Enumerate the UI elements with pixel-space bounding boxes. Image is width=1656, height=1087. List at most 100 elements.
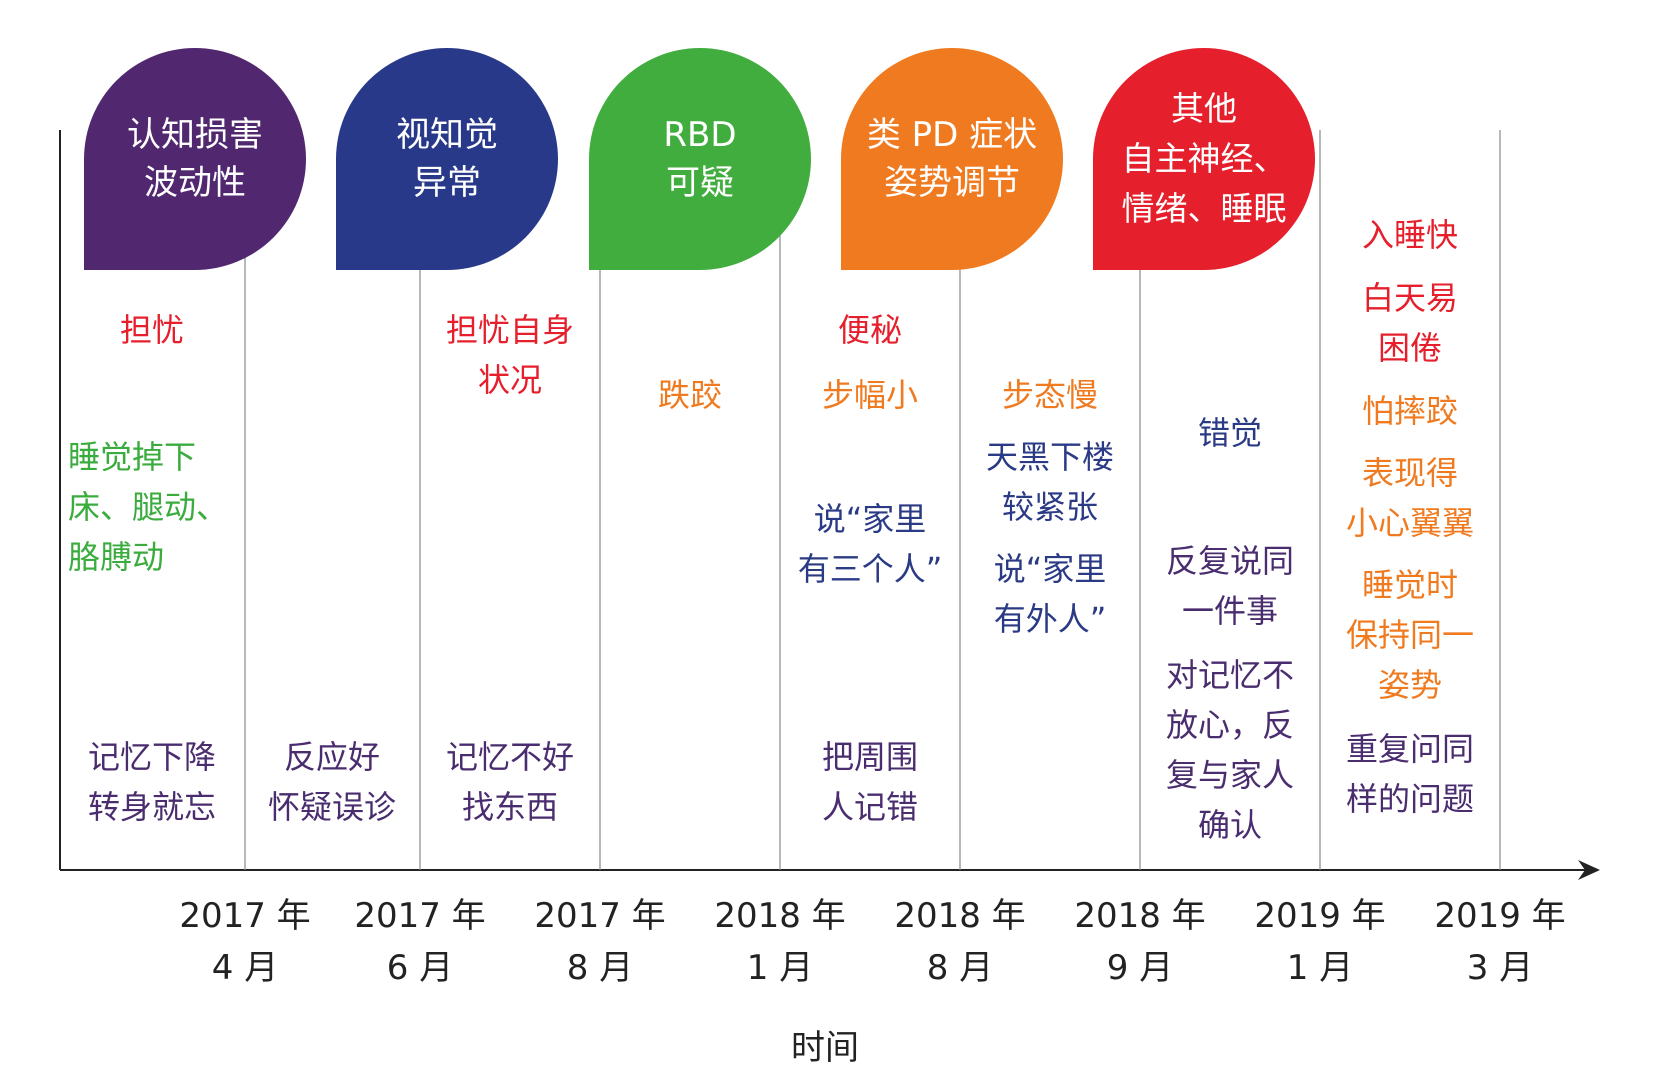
note-misremember-line-1: 把周围 <box>821 738 918 776</box>
note-fast-sleep-line-1: 入睡快 <box>1361 216 1458 254</box>
note-good-response-line-2: 怀疑误诊 <box>267 788 396 826</box>
note-same-posture-line-3: 姿势 <box>1377 666 1442 704</box>
badge-pd-line-1: 类 PD 症状 <box>866 115 1038 155</box>
badge-cognitive: 认知损害 波动性 <box>84 48 306 270</box>
note-repeat-question-line-1: 重复问同 <box>1345 730 1474 768</box>
note-stumble-line-1: 跌跤 <box>657 376 722 414</box>
date-month-6: 9 月 <box>1106 948 1174 988</box>
date-label-2: 2017 年 6 月 <box>340 890 500 994</box>
badge-rbd-line-1: RBD <box>663 115 737 155</box>
date-label-1: 2017 年 4 月 <box>165 890 325 994</box>
note-outsider-line-2: 有外人” <box>993 600 1107 638</box>
note-memory-decline-line-1: 记忆下降 <box>87 738 216 776</box>
note-cautious-line-1: 表现得 <box>1361 454 1458 492</box>
note-distrust-memory-line-3: 复与家人 <box>1165 756 1294 794</box>
date-label-7: 2019 年 1 月 <box>1240 890 1400 994</box>
badge-pd-line-2: 姿势调节 <box>884 163 1020 203</box>
badge-other-line-3: 情绪、睡眠 <box>1121 189 1287 228</box>
date-year-8: 2019 年 <box>1434 896 1566 936</box>
note-distrust-memory-line-4: 确认 <box>1197 806 1262 844</box>
note-illusion-line-1: 错觉 <box>1197 414 1262 452</box>
note-distrust-memory-line-2: 放心，反 <box>1165 706 1294 744</box>
date-label-8: 2019 年 3 月 <box>1420 890 1580 994</box>
date-year-2: 2017 年 <box>354 896 486 936</box>
date-year-1: 2017 年 <box>179 896 311 936</box>
note-daytime-sleepy: 白天易 困倦 <box>1330 273 1490 373</box>
date-month-2: 6 月 <box>386 948 454 988</box>
badge-visual: 视知觉 异常 <box>336 48 558 270</box>
note-same-posture: 睡觉时 保持同一 姿势 <box>1330 560 1490 710</box>
note-sleep-fall-line-1: 睡觉掉下 <box>68 438 197 476</box>
x-axis-arrowhead <box>1578 860 1600 880</box>
note-misremember: 把周围 人记错 <box>790 732 950 832</box>
date-label-3: 2017 年 8 月 <box>520 890 680 994</box>
note-worry-self-line-2: 状况 <box>477 361 542 399</box>
note-fear-fall-line-1: 怕摔跤 <box>1361 392 1458 430</box>
date-label-5: 2018 年 8 月 <box>880 890 1040 994</box>
x-axis-label: 时间 <box>791 1028 859 1068</box>
date-year-7: 2019 年 <box>1254 896 1386 936</box>
note-constipation: 便秘 <box>790 305 950 355</box>
badge-visual-line-2: 异常 <box>413 163 481 203</box>
note-memory-bad: 记忆不好 找东西 <box>430 732 590 832</box>
date-month-3: 8 月 <box>566 948 634 988</box>
note-cautious-line-2: 小心翼翼 <box>1345 504 1474 542</box>
badge-rbd-line-2: 可疑 <box>666 163 734 203</box>
note-same-posture-line-1: 睡觉时 <box>1361 566 1458 604</box>
badge-cognitive-line-1: 认知损害 <box>127 115 263 155</box>
badge-other-line-1: 其他 <box>1171 89 1237 128</box>
note-fast-sleep: 入睡快 <box>1330 210 1490 260</box>
note-memory-bad-line-2: 找东西 <box>461 788 558 826</box>
note-distrust-memory-line-1: 对记忆不 <box>1165 656 1294 694</box>
badge-rbd: RBD 可疑 <box>589 48 811 270</box>
note-three-people-line-1: 说“家里 <box>813 500 927 538</box>
note-sleep-fall-line-2: 床、腿动、 <box>68 488 229 526</box>
note-three-people-line-2: 有三个人” <box>797 550 943 588</box>
note-repeat-question-line-2: 样的问题 <box>1345 780 1474 818</box>
note-repeat-same-line-2: 一件事 <box>1181 592 1278 630</box>
note-repeat-same-line-1: 反复说同 <box>1165 542 1294 580</box>
note-worry-line-1: 担忧 <box>119 311 184 349</box>
note-small-steps: 步幅小 <box>790 370 950 420</box>
note-repeat-same: 反复说同 一件事 <box>1150 536 1310 636</box>
date-month-5: 8 月 <box>926 948 994 988</box>
date-month-7: 1 月 <box>1286 948 1354 988</box>
date-month-4: 1 月 <box>746 948 814 988</box>
badge-other-line-2: 自主神经、 <box>1121 139 1287 178</box>
note-outsider-line-1: 说“家里 <box>993 550 1107 588</box>
note-slow-gait: 步态慢 <box>970 370 1130 420</box>
note-outsider: 说“家里 有外人” <box>970 544 1130 644</box>
note-illusion: 错觉 <box>1150 408 1310 458</box>
note-worry: 担忧 <box>72 305 232 355</box>
note-good-response: 反应好 怀疑误诊 <box>252 732 412 832</box>
badge-cognitive-line-2: 波动性 <box>144 163 246 203</box>
note-sleep-fall: 睡觉掉下 床、腿动、 胳膊动 <box>68 432 228 582</box>
note-three-people: 说“家里 有三个人” <box>790 494 950 594</box>
note-daytime-sleepy-line-2: 困倦 <box>1377 329 1442 367</box>
note-cautious: 表现得 小心翼翼 <box>1330 448 1490 548</box>
note-worry-self: 担忧自身 状况 <box>430 305 590 405</box>
date-year-6: 2018 年 <box>1074 896 1206 936</box>
note-sleep-fall-line-3: 胳膊动 <box>68 538 165 576</box>
note-good-response-line-1: 反应好 <box>283 738 380 776</box>
badge-other: 其他 自主神经、 情绪、睡眠 <box>1093 48 1315 270</box>
note-distrust-memory: 对记忆不 放心，反 复与家人 确认 <box>1150 650 1310 850</box>
note-daytime-sleepy-line-1: 白天易 <box>1361 279 1458 317</box>
date-label-6: 2018 年 9 月 <box>1060 890 1220 994</box>
date-year-3: 2017 年 <box>534 896 666 936</box>
note-repeat-question: 重复问同 样的问题 <box>1330 724 1490 824</box>
note-memory-decline-line-2: 转身就忘 <box>87 788 216 826</box>
note-nervous-stairs: 天黑下楼 较紧张 <box>970 432 1130 532</box>
note-small-steps-line-1: 步幅小 <box>821 376 918 414</box>
note-slow-gait-line-1: 步态慢 <box>1001 376 1098 414</box>
date-month-8: 3 月 <box>1466 948 1534 988</box>
note-memory-decline: 记忆下降 转身就忘 <box>72 732 232 832</box>
note-worry-self-line-1: 担忧自身 <box>445 311 574 349</box>
note-same-posture-line-2: 保持同一 <box>1345 616 1474 654</box>
date-label-4: 2018 年 1 月 <box>700 890 860 994</box>
note-nervous-stairs-line-1: 天黑下楼 <box>985 438 1114 476</box>
note-fear-fall: 怕摔跤 <box>1330 386 1490 436</box>
note-memory-bad-line-1: 记忆不好 <box>445 738 574 776</box>
date-year-4: 2018 年 <box>714 896 846 936</box>
